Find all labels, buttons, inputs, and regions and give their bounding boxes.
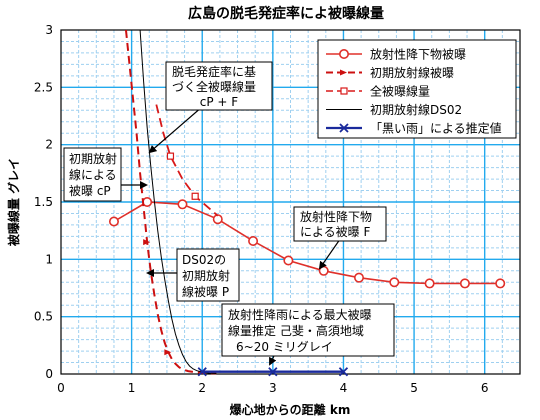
data-point xyxy=(340,69,347,76)
data-point xyxy=(166,152,175,160)
x-tick-label: 3 xyxy=(269,381,277,395)
y-axis-ticks: 0 0.5 1 1.5 2 2.5 3 xyxy=(34,23,53,381)
svg-text:放射性降下物 による被曝 F: 放射性降下物 による被曝 F xyxy=(300,209,376,239)
data-point xyxy=(164,349,172,356)
series-1 xyxy=(124,29,217,375)
svg-text:初期放射 線による 被曝 cP: 初期放射 線による 被曝 cP xyxy=(69,151,121,198)
series-line xyxy=(139,29,217,375)
data-point xyxy=(283,255,294,266)
x-axis-ticks: 0 1 2 3 4 5 6 xyxy=(57,381,488,395)
legend-label: 「黒い雨」による推定値 xyxy=(370,121,502,136)
annotation-ds02: DS02の 初期放射 線被曝 P xyxy=(176,248,240,302)
legend-box xyxy=(317,39,517,139)
data-point xyxy=(248,235,259,246)
data-point xyxy=(268,367,278,377)
y-tick-label: 2 xyxy=(45,138,53,152)
x-tick-label: 4 xyxy=(340,381,348,395)
data-point xyxy=(424,278,435,289)
data-point xyxy=(338,48,349,59)
data-point xyxy=(353,272,364,283)
data-point xyxy=(108,216,119,227)
series-line xyxy=(113,201,501,285)
series-2 xyxy=(155,104,219,217)
y-tick-label: 2.5 xyxy=(34,80,53,94)
data-point xyxy=(197,367,207,377)
legend-label: 全被曝線量 xyxy=(370,84,430,99)
data-point xyxy=(389,277,400,288)
svg-text:脱毛発症率に基 づく全被曝線量 cP: 脱毛発症率に基 づく全被曝線量 cP + F xyxy=(172,64,260,109)
x-tick-label: 5 xyxy=(410,381,418,395)
legend-item-1: 初期放射線被曝 xyxy=(326,65,454,80)
annotation-fallout: 放射性降下物 による被曝 F xyxy=(293,206,387,242)
series-line xyxy=(155,104,219,217)
data-point xyxy=(340,87,348,95)
data-point xyxy=(495,278,506,289)
legend-label: 初期放射線被曝 xyxy=(370,65,454,80)
legend-label: 放射性降下物被曝 xyxy=(370,47,466,62)
x-tick-label: 6 xyxy=(481,381,489,395)
svg-text:DS02の 初期放射 線被曝 P: DS02の 初期放射 線被曝 P xyxy=(182,253,234,299)
chart-title: 広島の脱毛発症率によ被曝線量 xyxy=(188,5,384,22)
series-line xyxy=(124,29,217,375)
data-point xyxy=(338,367,349,377)
annotation-rain: 放射性降雨による最大被曝 線量推定 己斐・高須地域 6~20 ミリグレイ xyxy=(221,303,395,357)
y-tick-label: 1.5 xyxy=(34,195,53,209)
x-axis-label: 爆心地からの距離 km xyxy=(230,402,351,417)
plot-frame xyxy=(60,29,521,375)
series-layer xyxy=(108,29,506,377)
data-point xyxy=(191,192,199,200)
y-tick-label: 3 xyxy=(45,23,53,37)
series-4 xyxy=(197,367,349,377)
y-axis-label: 被曝線量 グレイ xyxy=(6,158,21,246)
y-tick-label: 1 xyxy=(45,252,53,266)
y-tick-label: 0.5 xyxy=(34,310,53,324)
legend-label: 初期放射線DS02 xyxy=(370,102,462,117)
data-point xyxy=(339,123,349,133)
data-point xyxy=(212,214,223,225)
data-point xyxy=(459,278,470,289)
legend-item-4: 「黒い雨」による推定値 xyxy=(326,121,502,136)
legend-item-3: 初期放射線DS02 xyxy=(326,102,462,117)
x-tick-label: 0 xyxy=(57,381,65,395)
legend-item-0: 放射性降下物被曝 xyxy=(326,47,466,62)
annotation-initial: 初期放射 線による 被曝 cP xyxy=(63,147,122,202)
x-tick-label: 2 xyxy=(198,381,206,395)
annotation-total: 脱毛発症率に基 づく全被曝線量 cP + F xyxy=(165,61,273,111)
legend-item-2: 全被曝線量 xyxy=(326,84,430,99)
svg-text:放射性降雨による最大被曝 線量推定 己斐・高須地: 放射性降雨による最大被曝 線量推定 己斐・高須地域 6~20 ミリグレイ xyxy=(228,307,375,354)
data-point xyxy=(143,239,151,246)
series-3 xyxy=(139,29,217,375)
x-tick-label: 1 xyxy=(128,381,136,395)
data-point xyxy=(177,199,188,210)
y-tick-label: 0 xyxy=(45,367,53,381)
